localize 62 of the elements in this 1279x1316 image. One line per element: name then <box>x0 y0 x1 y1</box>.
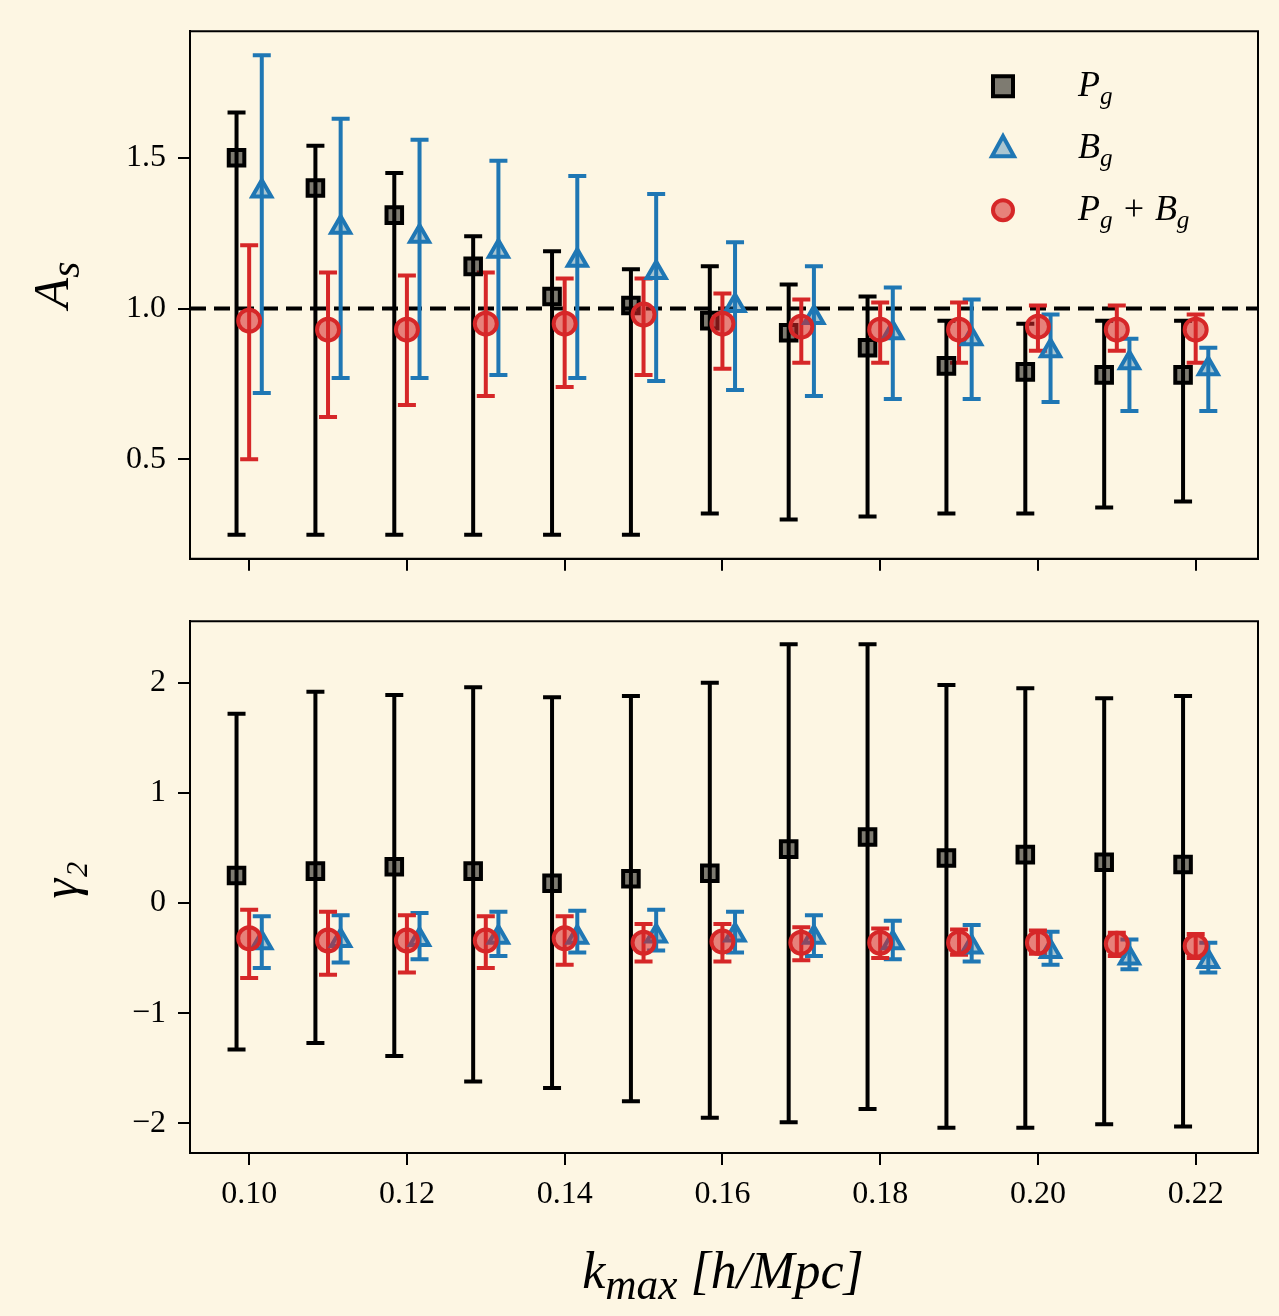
point <box>226 148 247 168</box>
y-tick-label: −2 <box>131 1102 166 1139</box>
y-tick-label: −1 <box>131 992 166 1029</box>
y-tick-label: 1.5 <box>126 137 166 174</box>
point <box>709 928 736 955</box>
point <box>1103 316 1130 343</box>
point <box>1173 854 1193 875</box>
x-tick-label: 0.10 <box>221 1173 278 1210</box>
point <box>315 927 342 954</box>
point <box>867 316 894 343</box>
point <box>700 863 720 884</box>
point <box>393 316 420 343</box>
point <box>542 873 562 894</box>
point <box>630 301 657 328</box>
point <box>1094 365 1114 385</box>
point <box>788 929 815 956</box>
x-tick-label: 0.20 <box>1009 1173 1066 1210</box>
point <box>236 307 263 334</box>
x-tick-label: 0.22 <box>1167 1173 1224 1210</box>
point <box>305 178 326 198</box>
point <box>709 310 736 337</box>
point <box>463 256 483 277</box>
y-tick-label: 0.5 <box>126 438 166 475</box>
y-tick-label: 1.0 <box>126 287 166 324</box>
point <box>393 927 420 954</box>
x-tick-label: 0.16 <box>694 1173 751 1210</box>
point <box>1094 852 1114 873</box>
x-tick-label: 0.12 <box>378 1173 435 1210</box>
point <box>788 313 815 340</box>
x-tick-label: 0.18 <box>852 1173 909 1210</box>
point <box>463 861 483 881</box>
point <box>305 861 326 881</box>
y-tick-label: 2 <box>150 662 166 699</box>
x-axis-title: k$_{max}$ [h/Mpc] <box>582 1240 864 1310</box>
point <box>857 337 878 358</box>
point <box>1173 365 1193 385</box>
point <box>936 848 957 868</box>
point <box>946 316 973 343</box>
point <box>936 356 957 376</box>
point <box>857 827 878 847</box>
point <box>472 927 499 954</box>
point <box>1015 362 1036 382</box>
point <box>630 929 657 956</box>
point <box>778 839 799 859</box>
point <box>621 869 641 889</box>
point <box>384 856 405 877</box>
point <box>551 310 578 337</box>
point <box>542 286 562 307</box>
point <box>1024 313 1051 340</box>
point <box>472 310 499 337</box>
point <box>384 205 405 225</box>
point <box>551 925 578 952</box>
point <box>226 865 247 886</box>
y-axis-title: γ₂ <box>31 861 89 899</box>
y-tick-label: 0 <box>150 882 166 919</box>
point <box>1182 316 1209 343</box>
point <box>867 929 894 956</box>
y-tick-label: 1 <box>150 772 166 809</box>
point <box>236 925 263 952</box>
point <box>1015 844 1036 865</box>
x-tick-label: 0.14 <box>536 1173 593 1210</box>
point <box>315 316 342 343</box>
